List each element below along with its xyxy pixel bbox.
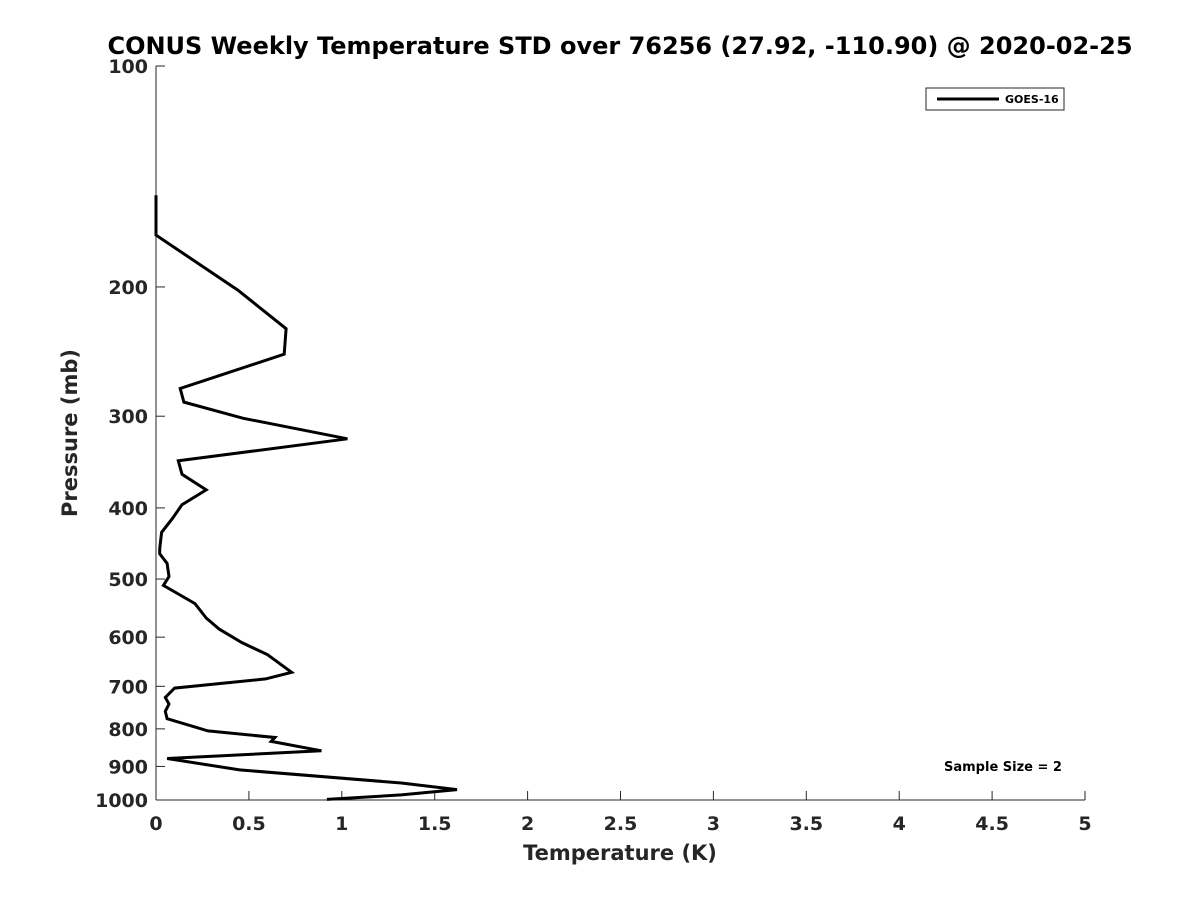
x-tick-label: 2 <box>521 813 534 835</box>
x-tick-label: 3 <box>707 813 720 835</box>
y-tick-label: 600 <box>108 627 148 649</box>
y-tick-label: 400 <box>108 498 148 520</box>
chart-title: CONUS Weekly Temperature STD over 76256 … <box>107 32 1132 60</box>
x-tick-label: 1 <box>335 813 348 835</box>
y-tick-label: 1000 <box>95 790 148 812</box>
y-tick-label: 900 <box>108 756 148 778</box>
x-axis-label: Temperature (K) <box>523 841 717 865</box>
x-tick-label: 4 <box>893 813 906 835</box>
y-axis-ticks: 100 200 300 400 500 600 700 800 900 1000 <box>95 56 165 812</box>
y-tick-label: 100 <box>108 56 148 78</box>
y-tick-label: 300 <box>108 406 148 428</box>
series-line-goes-16 <box>154 195 458 801</box>
legend: GOES-16 <box>925 87 1065 111</box>
sample-size-annotation: Sample Size = 2 <box>944 760 1062 775</box>
y-tick-label: 200 <box>108 277 148 299</box>
series-layer <box>154 195 458 801</box>
x-tick-label: 0.5 <box>232 813 266 835</box>
y-tick-label: 800 <box>108 719 148 741</box>
x-tick-label: 2.5 <box>604 813 638 835</box>
x-axis-ticks: 0 0.5 1 1.5 2 2.5 3 3.5 4 4.5 5 <box>149 791 1092 835</box>
x-tick-label: 5 <box>1078 813 1091 835</box>
y-tick-label: 700 <box>108 676 148 698</box>
x-tick-label: 0 <box>149 813 162 835</box>
x-tick-label: 4.5 <box>975 813 1009 835</box>
y-tick-label: 500 <box>108 569 148 591</box>
x-tick-label: 1.5 <box>418 813 452 835</box>
legend-label-goes-16: GOES-16 <box>1005 93 1059 106</box>
x-tick-label: 3.5 <box>789 813 823 835</box>
y-axis-label: Pressure (mb) <box>58 349 82 517</box>
